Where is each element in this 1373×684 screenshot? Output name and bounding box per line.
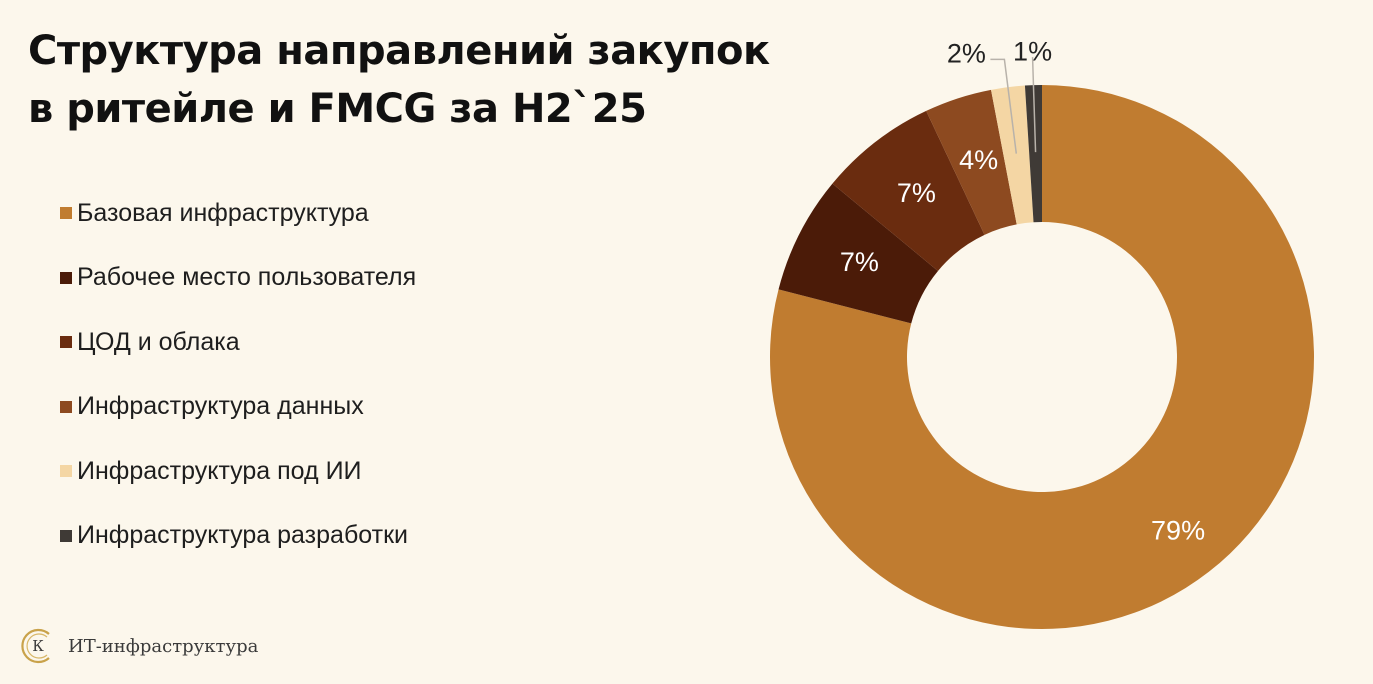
legend-swatch	[60, 465, 72, 477]
legend-label: Инфраструктура данных	[77, 392, 364, 420]
data-label: 2%	[947, 38, 986, 68]
leader-line	[990, 58, 1018, 154]
data-label: 7%	[840, 247, 879, 277]
brand-footer: К ИТ-инфраструктура	[18, 626, 258, 666]
legend-item: Инфраструктура под ИИ	[60, 454, 362, 488]
brand-name: ИТ-инфраструктура	[68, 635, 259, 657]
brand-logo-letter: К	[32, 637, 44, 655]
donut-slice	[832, 110, 985, 271]
chart-title-line-1: Структура направлений закупок	[28, 28, 770, 74]
brand-logo-ring-icon	[21, 628, 50, 664]
donut-slice	[926, 89, 1017, 235]
legend-swatch	[60, 207, 72, 219]
donut-slice	[770, 85, 1314, 629]
data-label: 7%	[897, 178, 936, 208]
legend-label: ЦОД и облака	[77, 327, 240, 356]
data-label: 1%	[1013, 36, 1052, 66]
legend-swatch	[60, 336, 72, 348]
donut-slice	[1024, 85, 1042, 223]
legend-item: Инфраструктура данных	[60, 390, 364, 424]
legend-swatch	[60, 529, 72, 542]
data-label: 79%	[1151, 516, 1205, 546]
legend-label: Рабочее место пользователя	[77, 263, 417, 291]
legend-item: ЦОД и облака	[60, 325, 240, 359]
donut-slice	[778, 183, 938, 324]
chart-title: Структура направлений закупок в ритейле …	[28, 22, 808, 138]
legend-swatch	[60, 271, 72, 284]
legend-swatch	[60, 400, 72, 413]
legend-label: Инфраструктура под ИИ	[77, 456, 362, 485]
legend-item: Рабочее место пользователя	[60, 261, 416, 295]
legend-label: Базовая инфраструктура	[77, 198, 369, 227]
donut-slice	[991, 85, 1034, 225]
legend-item: Базовая инфраструктура	[60, 196, 369, 230]
chart-title-line-2: в ритейле и FMCG за H2`25	[28, 86, 647, 132]
legend-item: Инфраструктура разработки	[60, 519, 408, 553]
leader-line	[1031, 57, 1037, 153]
brand-logo-icon: К	[18, 626, 58, 666]
data-label: 4%	[959, 145, 998, 175]
legend-label: Инфраструктура разработки	[77, 521, 408, 549]
